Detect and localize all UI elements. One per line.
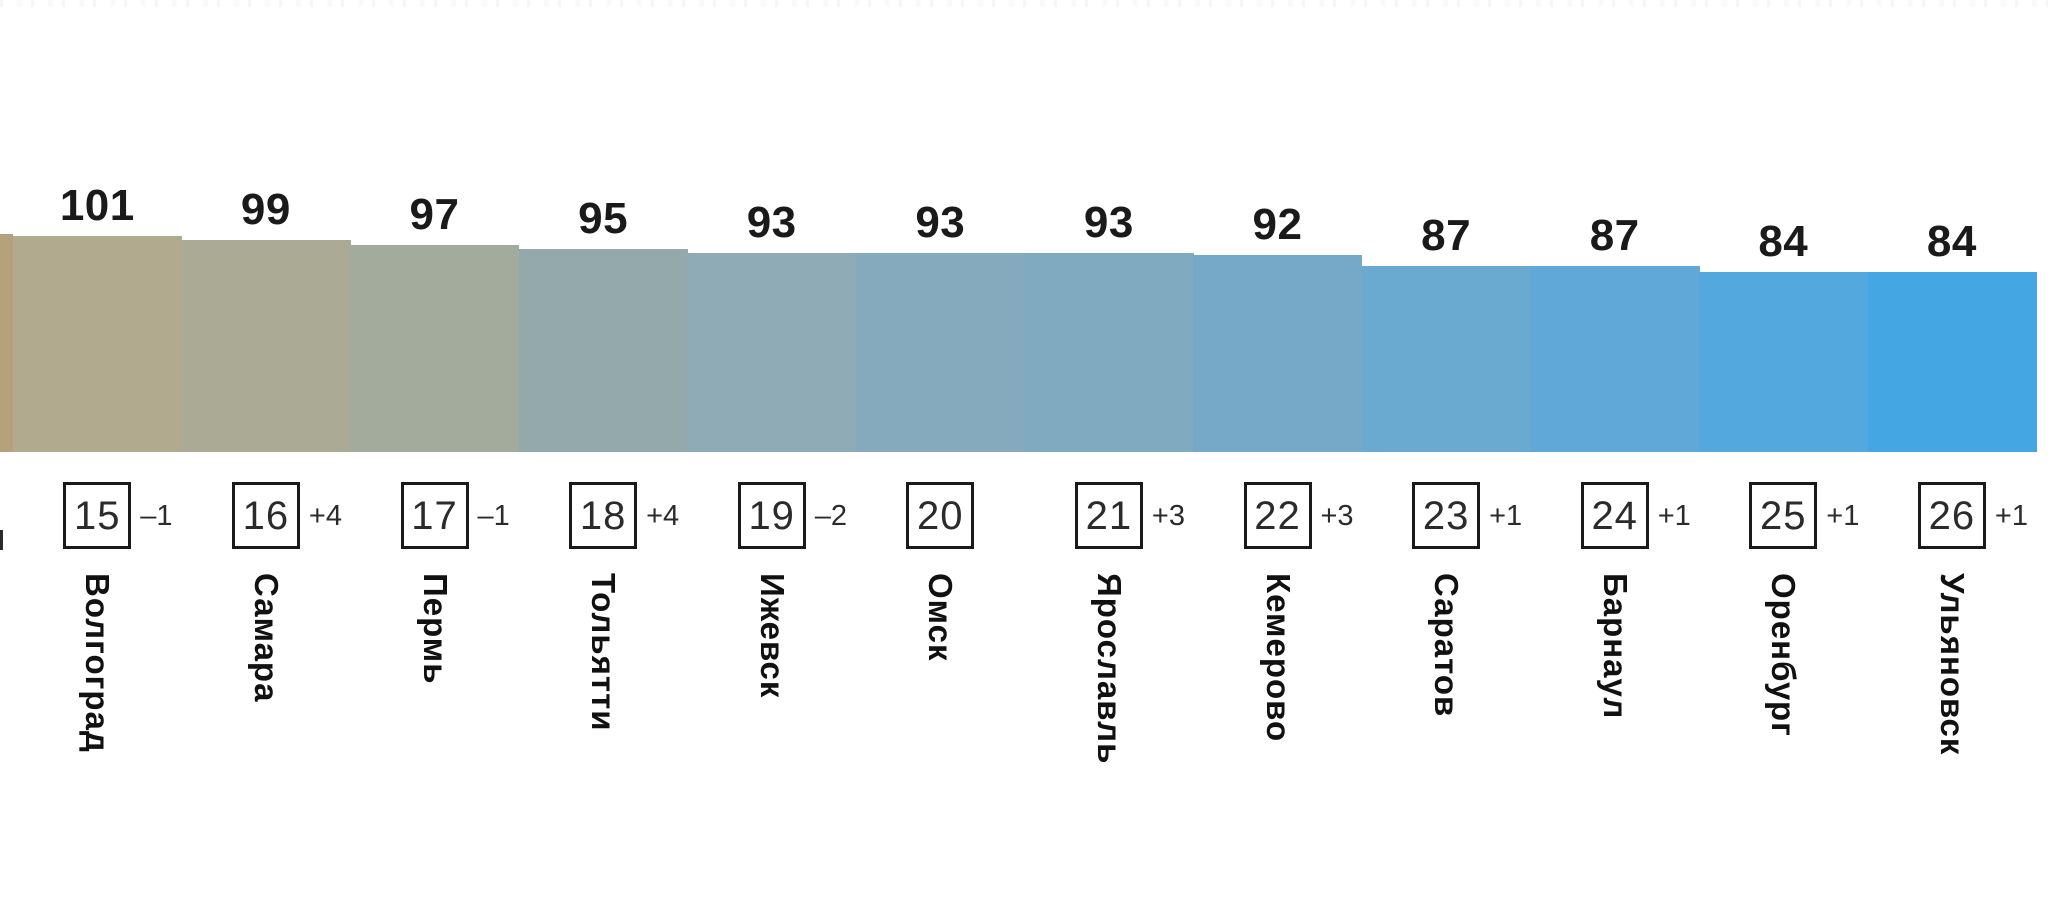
value-label: 93 <box>746 198 797 248</box>
rank-number: 20 <box>917 493 964 538</box>
bar-Оренбург <box>1699 272 1869 452</box>
rank-number: 15 <box>74 493 121 538</box>
rank-number: 18 <box>579 493 627 538</box>
rank-change: –2 <box>814 500 847 532</box>
rank-box: 17 <box>400 482 469 549</box>
rank-box: 23 <box>1412 482 1481 549</box>
rank-change: +1 <box>1657 500 1691 532</box>
value-label: 92 <box>1252 200 1303 250</box>
city-label: Омск <box>922 573 960 662</box>
city-label: Тольятти <box>585 573 623 732</box>
value-label: 87 <box>1589 210 1640 260</box>
value-label: 84 <box>1926 217 1977 267</box>
city-label: Кемерово <box>1259 573 1297 743</box>
rank-change: +1 <box>1994 500 2028 532</box>
rank-number: 16 <box>242 493 290 538</box>
rank-number: 23 <box>1422 493 1470 538</box>
city-label: Пермь <box>416 573 454 685</box>
rank-box: 19 <box>737 482 806 549</box>
city-label: Оренбург <box>1765 573 1803 737</box>
value-label: 101 <box>59 181 135 230</box>
bar-Саратов <box>1361 265 1531 452</box>
rank-box: 20 <box>906 482 975 549</box>
bar-Ижевск <box>687 253 857 452</box>
city-label: Саратов <box>1428 573 1466 718</box>
value-label: 97 <box>409 189 460 239</box>
city-label: Ярославль <box>1090 573 1128 765</box>
rank-box: 26 <box>1917 482 1986 549</box>
value-label: 87 <box>1421 210 1472 260</box>
rank-box: 24 <box>1580 482 1649 549</box>
rank-number: 25 <box>1760 493 1807 538</box>
bar-Омск <box>856 253 1026 452</box>
bar-Ярославль <box>1024 253 1194 452</box>
rank-change: +1 <box>1489 500 1523 532</box>
bar-Кемерово <box>1193 255 1363 452</box>
bar-Самара <box>181 240 351 452</box>
value-label: 99 <box>240 185 291 235</box>
rank-change: +3 <box>1320 500 1354 532</box>
value-label: 95 <box>578 193 629 243</box>
rank-box: 25 <box>1749 482 1818 549</box>
rank-change: +3 <box>1151 500 1185 532</box>
bar-Тольятти <box>518 248 688 452</box>
bar-Барнаул <box>1530 265 1700 452</box>
rank-number: 22 <box>1254 493 1301 538</box>
bar-Пермь <box>350 244 520 452</box>
rank-box: 21 <box>1074 482 1143 549</box>
rank-number: 19 <box>748 493 795 538</box>
clipped-rank-change-fragment <box>0 530 3 550</box>
rank-change: –1 <box>477 500 510 532</box>
rank-box: 22 <box>1243 482 1312 549</box>
clipped-left-bar <box>0 233 13 452</box>
rank-box: 18 <box>569 482 638 549</box>
bar-Волгоград <box>13 236 183 452</box>
rank-number: 26 <box>1928 493 1976 538</box>
rank-change: +4 <box>646 500 680 532</box>
rank-number: 17 <box>411 493 458 538</box>
value-label: 84 <box>1758 217 1809 267</box>
rank-number: 24 <box>1591 493 1638 538</box>
city-label: Ульяновск <box>1933 573 1971 756</box>
rank-change: +4 <box>308 500 342 532</box>
city-label: Барнаул <box>1596 573 1634 720</box>
clipped-top-edge-artifact <box>0 0 2048 7</box>
city-label: Волгоград <box>79 573 117 753</box>
rank-box: 16 <box>231 482 300 549</box>
city-label: Самара <box>247 573 285 703</box>
value-label: 93 <box>915 198 966 248</box>
rank-change: –1 <box>140 500 173 532</box>
rank-box: 15 <box>63 482 132 549</box>
value-label: 93 <box>1083 198 1134 248</box>
city-label: Ижевск <box>753 573 791 699</box>
rank-number: 21 <box>1085 493 1133 538</box>
bar-Ульяновск <box>1867 272 2037 452</box>
rank-change: +1 <box>1826 500 1860 532</box>
